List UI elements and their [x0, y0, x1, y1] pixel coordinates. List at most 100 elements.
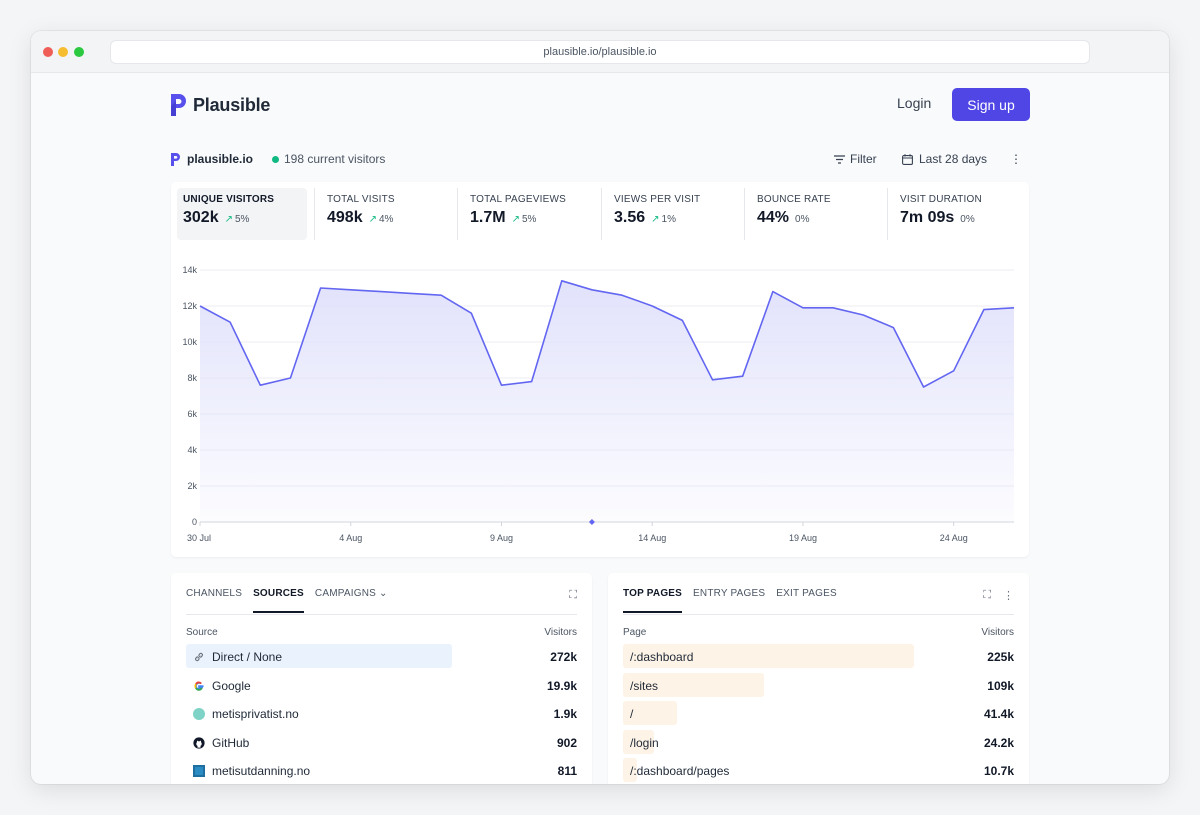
- row-value: 1.9k: [553, 707, 577, 721]
- share-bar: [623, 729, 654, 754]
- y-tick-label: 12k: [182, 301, 197, 311]
- area-fill: [200, 280, 1014, 522]
- stat-value: 7m 09s: [900, 209, 955, 226]
- date-range-picker[interactable]: Last 28 days: [902, 152, 987, 166]
- row-label-text: /:dashboard/pages: [630, 764, 730, 778]
- sources-tabs: CHANNELS SOURCES CAMPAIGNS ⌄: [186, 588, 388, 613]
- signup-button[interactable]: Sign up: [952, 88, 1030, 121]
- filter-button[interactable]: Filter: [834, 152, 877, 166]
- pages-panel: TOP PAGES ENTRY PAGES EXIT PAGES ⛶ ⋮ Page…: [608, 573, 1029, 784]
- list-item[interactable]: /login 24.2k: [623, 729, 1014, 754]
- row-label-text: Direct / None: [212, 650, 283, 664]
- stat-value: 44%: [757, 209, 790, 226]
- row-value: 272k: [550, 650, 577, 664]
- stat-visit-duration[interactable]: VISIT DURATION 7m 09s 0%: [894, 188, 1024, 240]
- tab-top-pages[interactable]: TOP PAGES: [623, 588, 683, 613]
- tab-entry-pages[interactable]: ENTRY PAGES: [693, 588, 766, 599]
- link-icon: [195, 652, 203, 662]
- stat-unique-visitors[interactable]: UNIQUE VISITORS 302k ↗ 5%: [177, 188, 307, 240]
- stat-label: UNIQUE VISITORS: [183, 194, 275, 205]
- x-tick-label: 24 Aug: [940, 533, 968, 543]
- y-tick-label: 0: [192, 517, 197, 527]
- expand-icon[interactable]: ⛶: [983, 589, 991, 601]
- stat-total-pageviews[interactable]: TOTAL PAGEVIEWS 1.7M ↗ 5%: [464, 188, 594, 240]
- maximize-window-button[interactable]: [74, 47, 84, 57]
- y-tick-label: 8k: [187, 373, 197, 383]
- stat-change: ↗ 1%: [651, 214, 676, 225]
- row-label[interactable]: /login: [630, 736, 659, 750]
- minimize-window-button[interactable]: [58, 47, 68, 57]
- browser-chrome: plausible.io/plausible.io: [31, 31, 1169, 73]
- trend-up-icon: ↗: [651, 214, 660, 225]
- stat-change: ↗ 4%: [368, 214, 394, 225]
- list-item[interactable]: Google 19.9k: [186, 673, 577, 697]
- x-tick-label: 9 Aug: [490, 533, 513, 543]
- stat-bounce-rate[interactable]: BOUNCE RATE 44% 0%: [751, 188, 881, 240]
- row-label[interactable]: /: [630, 707, 633, 721]
- list-item[interactable]: /:dashboard/pages 10.7k: [623, 758, 1014, 782]
- row-label[interactable]: metisprivatist.no: [193, 707, 299, 721]
- list-item[interactable]: /sites 109k: [623, 672, 1014, 697]
- list-item[interactable]: GitHub 902: [186, 730, 577, 754]
- tab-campaigns[interactable]: CAMPAIGNS ⌄: [314, 588, 388, 599]
- list-item[interactable]: /:dashboard 225k: [623, 644, 1014, 668]
- row-label[interactable]: Google: [193, 679, 251, 693]
- trend-up-icon: ↗: [224, 214, 233, 225]
- login-link[interactable]: Login: [897, 95, 932, 111]
- stat-label: TOTAL VISITS: [327, 194, 395, 205]
- close-window-button[interactable]: [43, 47, 53, 57]
- current-visitors[interactable]: 198 current visitors: [284, 152, 386, 166]
- sources-panel: CHANNELS SOURCES CAMPAIGNS ⌄ ⛶ Source Vi…: [171, 573, 592, 784]
- row-label[interactable]: GitHub: [193, 736, 249, 750]
- share-bar: [623, 758, 637, 782]
- tab-exit-pages[interactable]: EXIT PAGES: [776, 588, 837, 599]
- site-switcher[interactable]: plausible.io: [187, 152, 254, 166]
- site-bar: plausible.io 198 current visitors Filter…: [170, 152, 1030, 168]
- row-value: 24.2k: [983, 735, 1014, 750]
- tab-sources[interactable]: SOURCES: [253, 588, 304, 613]
- row-label[interactable]: /:dashboard/pages: [630, 764, 729, 778]
- trend-up-icon: ↗: [511, 214, 520, 225]
- more-options-icon[interactable]: ⋮: [1003, 590, 1014, 602]
- row-label-text: metisutdanning.no: [212, 764, 311, 778]
- row-value: 19.9k: [546, 678, 577, 693]
- trend-up-icon: ↗: [368, 214, 377, 225]
- x-tick-label: 4 Aug: [339, 533, 362, 543]
- column-header-visitors: Visitors: [981, 627, 1014, 638]
- list-item[interactable]: Direct / None 272k: [186, 644, 577, 668]
- logo-text: Plausible: [193, 94, 271, 115]
- visitors-line-chart[interactable]: 0 2k 4k 6k 8k 10k 12k 14k 30 Jul 4 Aug 9 Aug 14 Aug…: [171, 182, 1029, 557]
- pages-tabs: TOP PAGES ENTRY PAGES EXIT PAGES: [623, 588, 837, 613]
- column-header-page: Page: [623, 627, 647, 638]
- logo[interactable]: Plausible: [169, 93, 270, 117]
- share-bar: [186, 644, 452, 668]
- row-label-text: Google: [212, 678, 251, 693]
- google-icon: [194, 681, 204, 691]
- more-options-icon[interactable]: ⋮: [1010, 152, 1022, 166]
- y-tick-label: 4k: [187, 445, 197, 455]
- github-icon: [193, 736, 205, 749]
- chevron-down-icon: ⌄: [378, 588, 388, 599]
- stat-views-per-visit[interactable]: VIEWS PER VISIT 3.56 ↗ 1%: [608, 188, 738, 240]
- stat-change: 0%: [960, 214, 975, 225]
- row-label[interactable]: /sites: [630, 679, 658, 693]
- row-value: 811: [557, 764, 577, 778]
- stat-label: TOTAL PAGEVIEWS: [470, 194, 566, 205]
- list-item[interactable]: metisutdanning.no 811: [186, 758, 577, 782]
- y-tick-label: 10k: [182, 337, 197, 347]
- list-item[interactable]: metisprivatist.no 1.9k: [186, 701, 577, 725]
- annotation-marker-icon: [588, 519, 595, 525]
- x-tick-label: 19 Aug: [789, 533, 817, 543]
- tab-channels[interactable]: CHANNELS: [186, 588, 243, 599]
- row-label-text: /sites: [630, 678, 659, 693]
- stat-total-visits[interactable]: TOTAL VISITS 498k ↗ 4%: [321, 188, 451, 240]
- expand-icon[interactable]: ⛶: [569, 589, 577, 601]
- x-tick-label: 30 Jul: [187, 533, 211, 543]
- list-item[interactable]: / 41.4k: [623, 701, 1014, 725]
- row-value: 225k: [987, 650, 1014, 664]
- address-bar[interactable]: plausible.io/plausible.io: [110, 40, 1090, 64]
- row-label[interactable]: /:dashboard: [630, 650, 693, 664]
- row-label[interactable]: Direct / None: [193, 650, 282, 664]
- row-label[interactable]: metisutdanning.no: [193, 764, 310, 778]
- stat-label: VISIT DURATION: [900, 194, 982, 205]
